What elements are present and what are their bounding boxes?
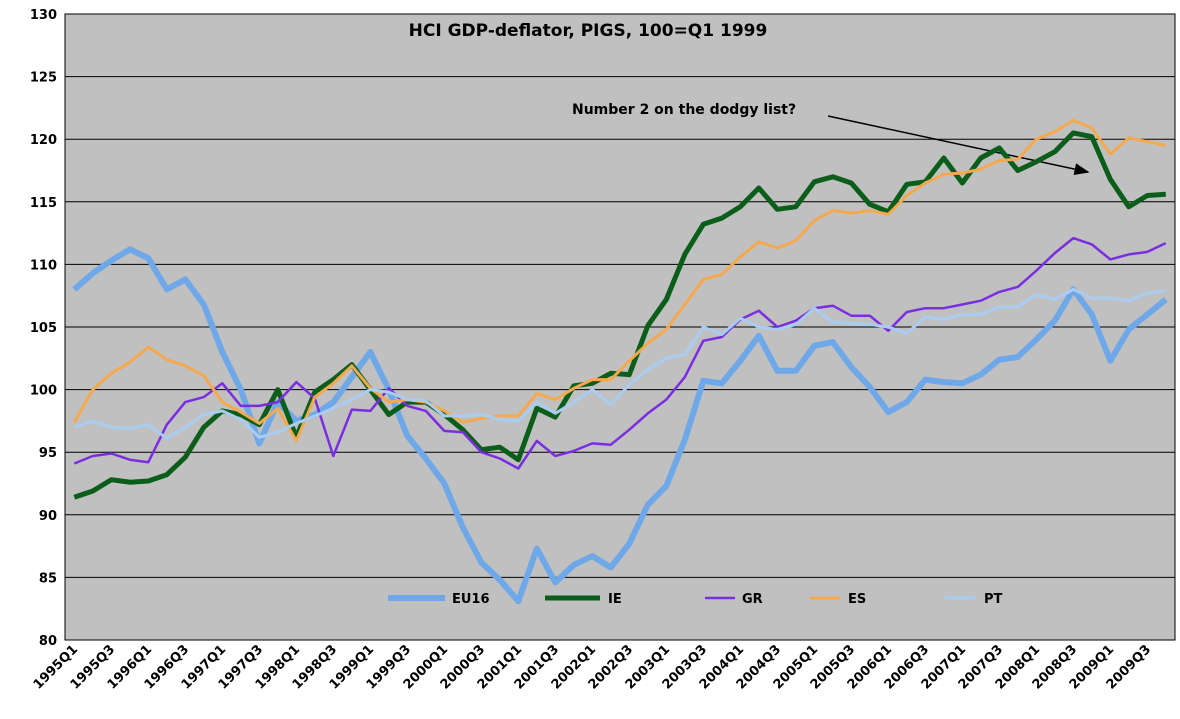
y-tick-label: 85: [39, 571, 57, 586]
legend-label: PT: [984, 592, 1003, 607]
y-tick-label: 100: [30, 384, 57, 399]
y-tick-label: 90: [39, 509, 57, 524]
y-tick-label: 80: [39, 634, 57, 649]
y-tick-label: 130: [30, 8, 57, 23]
y-tick-label: 105: [30, 321, 57, 336]
annotation: Number 2 on the dodgy list?: [572, 102, 796, 118]
legend-label: IE: [608, 592, 622, 607]
y-tick-label: 95: [39, 446, 57, 461]
legend-label: ES: [848, 592, 866, 607]
series-line: [73, 236, 1167, 470]
series-line: [72, 118, 1167, 443]
y-tick-label: 120: [30, 133, 57, 148]
chart-title: HCI GDP-deflator, PIGS, 100=Q1 1999: [409, 21, 768, 41]
legend-label: GR: [742, 592, 763, 607]
y-tick-label: 115: [30, 196, 57, 211]
y-tick-label: 125: [30, 71, 57, 86]
legend-label: EU16: [452, 592, 490, 607]
annotation-arrow: [827, 115, 1090, 176]
series-line: [73, 287, 1167, 440]
y-tick-label: 110: [30, 258, 57, 273]
